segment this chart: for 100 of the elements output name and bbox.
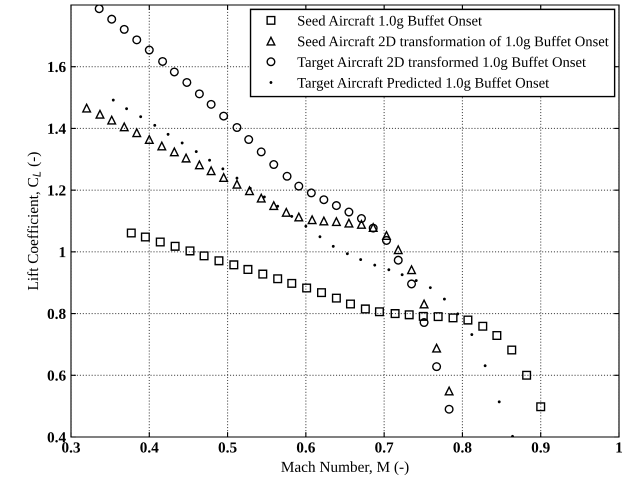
point	[444, 386, 454, 396]
x-tick-label: 0.9	[532, 442, 550, 453]
point	[420, 318, 429, 328]
x-tick-label: 0.6	[296, 442, 315, 453]
point	[95, 110, 104, 119]
y-tick-label: 0.6	[48, 370, 66, 381]
point	[306, 188, 316, 198]
point	[432, 344, 442, 353]
point	[522, 370, 532, 380]
x-tick-label: 0.5	[218, 442, 237, 453]
legend-label: Target Aircraft Predicted 1.0g Buffet Onset	[297, 77, 550, 91]
point	[319, 195, 328, 204]
point	[404, 310, 414, 320]
point	[229, 260, 238, 270]
point	[219, 112, 228, 121]
point	[420, 299, 429, 309]
x-axis-title: Mach Number, M (-)	[281, 461, 409, 476]
point	[492, 330, 502, 340]
legend-label: Target Aircraft 2D transformed 1.0g Buffet Onset	[297, 56, 586, 70]
point	[182, 154, 191, 163]
point	[140, 232, 150, 242]
point	[219, 172, 228, 182]
point	[390, 309, 400, 318]
point	[536, 402, 546, 412]
x-tick-label: 1	[616, 442, 622, 452]
point	[294, 182, 304, 191]
y-tick-label: 0.8	[48, 308, 66, 320]
point	[308, 215, 317, 224]
point	[507, 345, 516, 354]
point	[144, 135, 154, 144]
point	[244, 186, 254, 196]
point	[444, 404, 454, 414]
point	[382, 236, 392, 245]
point	[232, 180, 242, 189]
point	[206, 100, 216, 109]
point	[158, 56, 168, 66]
point	[282, 172, 292, 181]
y-tick-label: 1.2	[48, 185, 66, 196]
legend-label: Seed Aircraft 1.0g Buffet Onset	[298, 15, 482, 29]
point	[317, 288, 326, 298]
y-tick-label: 0.4	[48, 432, 66, 443]
point	[407, 279, 416, 288]
point	[94, 5, 104, 14]
point	[432, 362, 442, 372]
point	[256, 147, 266, 156]
point	[273, 274, 282, 284]
point	[132, 128, 142, 138]
point	[82, 104, 92, 113]
point	[407, 265, 416, 274]
point	[269, 160, 278, 170]
point	[382, 230, 392, 240]
point	[356, 214, 366, 224]
point	[185, 246, 195, 256]
x-tick-label: 0.4	[140, 442, 159, 453]
point	[332, 217, 341, 226]
y-tick-label: 1.6	[48, 62, 66, 72]
point	[394, 256, 403, 265]
point	[170, 67, 179, 76]
y-tick-label: 1	[60, 247, 66, 258]
point	[332, 201, 341, 210]
point	[356, 220, 366, 229]
point	[132, 35, 142, 44]
point	[170, 242, 180, 251]
point	[194, 89, 204, 98]
y-axis-title: Lift Coefficient, C$_{L}$ (-)	[27, 152, 42, 290]
point	[107, 14, 116, 24]
point	[478, 322, 488, 331]
point	[394, 245, 403, 254]
x-tick-label: 0.7	[375, 442, 394, 453]
point	[182, 78, 192, 87]
point	[200, 251, 209, 260]
point	[463, 316, 472, 325]
point	[374, 307, 384, 316]
point	[244, 135, 254, 144]
point	[256, 194, 266, 203]
point	[214, 256, 224, 266]
point	[258, 270, 268, 279]
point	[418, 312, 428, 321]
x-tick-label: 0.8	[453, 442, 472, 453]
x-tick-label: 0.3	[62, 442, 80, 453]
point	[360, 304, 370, 314]
legend-label: Seed Aircraft 2D transformation of 1.0g Buffet Onset	[298, 36, 609, 50]
point	[302, 283, 312, 292]
point	[156, 237, 165, 246]
point	[287, 278, 296, 288]
point	[232, 122, 242, 132]
point	[170, 147, 179, 156]
point	[344, 208, 354, 217]
point	[294, 212, 304, 222]
point	[120, 24, 129, 34]
point	[126, 228, 136, 238]
point	[282, 208, 291, 217]
point	[206, 166, 216, 176]
point	[243, 264, 252, 274]
point	[120, 122, 129, 132]
point	[157, 142, 166, 151]
point	[144, 46, 154, 55]
point	[269, 201, 278, 210]
y-tick-label: 1.4	[48, 124, 66, 134]
point	[346, 299, 355, 309]
